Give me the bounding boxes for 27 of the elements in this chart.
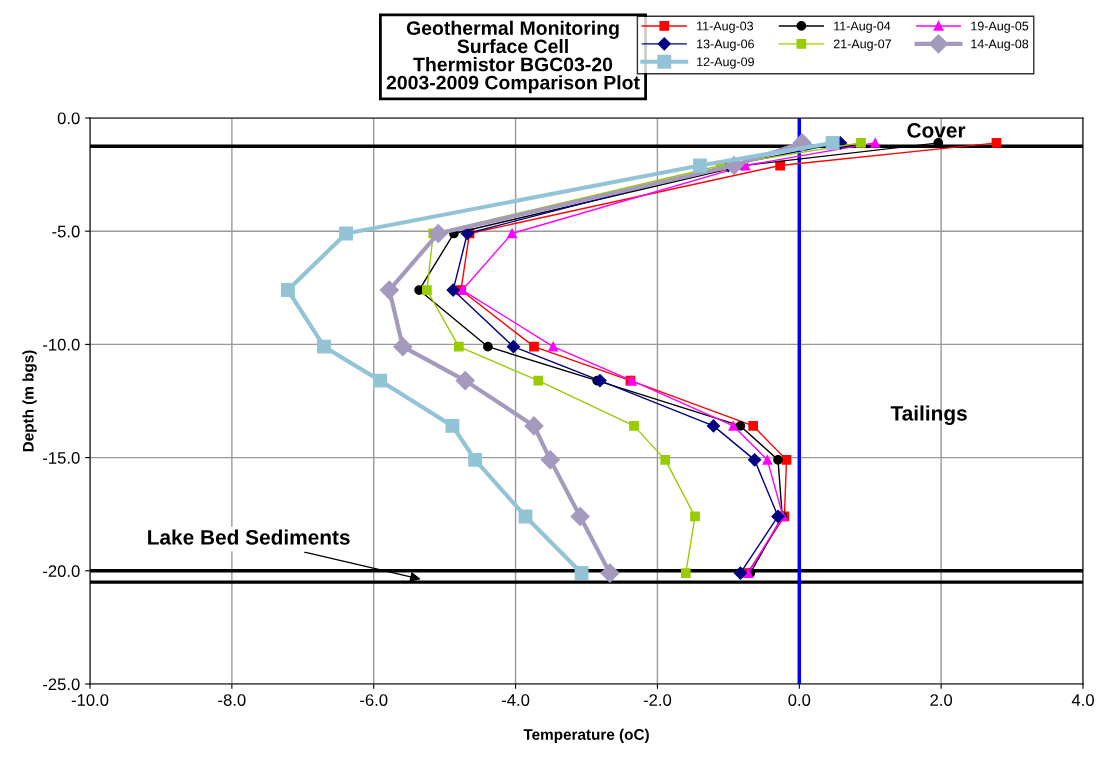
x-tick-label: 2.0 bbox=[930, 694, 953, 706]
y-tick-label: -10.0 bbox=[43, 338, 80, 351]
annotation: Cover bbox=[907, 122, 966, 138]
annotation: Lake Bed Sediments bbox=[148, 529, 350, 545]
y-tick-label: -15.0 bbox=[43, 452, 80, 464]
x-tick-label: 4.0 bbox=[1071, 694, 1094, 706]
chart-title: Geothermal Monitoring Surface Cell Thermistor BGC03-20 2003-2009 Comparison Plot bbox=[386, 20, 640, 94]
legend-label: 21-Aug-07 bbox=[833, 39, 892, 51]
x-tick-label: -4.0 bbox=[501, 694, 530, 706]
x-tick-label: -2.0 bbox=[643, 694, 672, 706]
y-axis-title: Depth (m bgs) bbox=[22, 350, 37, 452]
legend-label: 12-Aug-09 bbox=[697, 57, 754, 69]
legend-label: 13-Aug-06 bbox=[697, 39, 754, 51]
legend-label: 11-Aug-03 bbox=[697, 21, 754, 33]
y-tick-label: -20.0 bbox=[43, 565, 80, 577]
x-tick-label: -10.0 bbox=[71, 694, 109, 706]
y-tick-label: -25.0 bbox=[43, 678, 80, 691]
legend-label: 11-Aug-04 bbox=[834, 21, 891, 33]
x-axis-title: Temperature (oC) bbox=[523, 728, 649, 743]
y-tick-label: -5.0 bbox=[52, 225, 80, 238]
legend-label: 14-Aug-08 bbox=[971, 39, 1029, 51]
x-tick-label: 0.0 bbox=[788, 694, 811, 706]
y-tick-label: 0.0 bbox=[57, 112, 80, 125]
annotation: Tailings bbox=[890, 405, 967, 425]
x-tick-label: -8.0 bbox=[218, 694, 246, 706]
x-tick-label: -6.0 bbox=[360, 694, 388, 706]
legend-label: 19-Aug-05 bbox=[971, 21, 1029, 33]
